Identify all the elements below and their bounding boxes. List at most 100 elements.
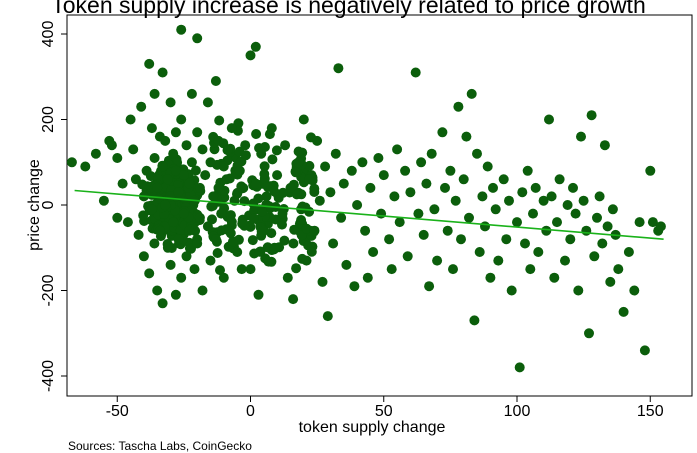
data-point [240, 140, 251, 151]
data-point [389, 191, 400, 202]
data-point [186, 157, 197, 168]
data-point [157, 67, 168, 78]
y-tick-label: 400 [40, 21, 57, 48]
data-point [213, 182, 224, 193]
x-axis-title: token supply change [299, 419, 446, 436]
data-point [200, 170, 211, 181]
data-point [538, 195, 549, 206]
data-point [184, 225, 195, 236]
data-point [271, 145, 282, 156]
points-layer [66, 24, 666, 373]
data-point [157, 161, 168, 172]
data-point [402, 251, 413, 262]
data-point [117, 178, 128, 189]
data-point [317, 276, 328, 287]
data-point [178, 170, 189, 181]
data-point [282, 272, 293, 283]
data-point [173, 234, 184, 245]
x-tick-label: -50 [106, 403, 129, 420]
data-point [304, 174, 315, 185]
data-point [128, 144, 139, 155]
data-point [248, 213, 259, 224]
data-point [341, 259, 352, 270]
data-point [176, 24, 187, 35]
data-point [490, 204, 501, 215]
data-point [249, 205, 260, 216]
data-point [232, 187, 243, 198]
data-point [213, 135, 224, 146]
data-point [312, 135, 323, 146]
data-point [349, 281, 360, 292]
x-ticks: -50 0 50 100 150 [106, 396, 664, 420]
data-point [362, 272, 373, 283]
data-point [448, 264, 458, 275]
data-point [517, 187, 528, 198]
data-point [645, 165, 656, 176]
data-point [266, 228, 277, 239]
data-point [106, 140, 117, 151]
data-point [581, 225, 592, 236]
data-point [245, 50, 256, 61]
data-point [424, 281, 435, 292]
x-tick-label: 50 [375, 403, 393, 420]
data-point [458, 174, 469, 185]
data-point [501, 234, 512, 245]
data-point [554, 174, 565, 185]
data-point [197, 285, 208, 296]
data-point [309, 187, 320, 197]
data-point [477, 191, 488, 202]
data-point [254, 246, 265, 257]
data-point [565, 234, 576, 245]
data-point [365, 182, 376, 193]
data-point [125, 114, 136, 125]
data-point [261, 191, 272, 202]
data-point [549, 272, 560, 283]
data-point [599, 140, 610, 151]
data-point [418, 229, 429, 240]
data-point [639, 345, 650, 356]
data-point [237, 217, 248, 228]
data-point [194, 182, 205, 193]
data-point [330, 148, 341, 159]
data-point [384, 234, 395, 245]
data-point [221, 174, 232, 185]
data-point [594, 191, 605, 202]
data-point [253, 289, 264, 300]
data-point [269, 186, 280, 197]
data-point [528, 208, 538, 219]
data-point [445, 165, 456, 176]
data-point [346, 165, 357, 176]
data-point [360, 225, 371, 236]
data-point [144, 58, 155, 69]
data-point [592, 212, 602, 223]
data-point [160, 200, 171, 210]
data-point [202, 221, 213, 232]
data-point [514, 362, 525, 373]
data-point [227, 236, 238, 247]
data-point [493, 255, 504, 266]
data-point [176, 114, 187, 125]
data-point [333, 63, 344, 74]
data-point [469, 315, 480, 326]
data-point [562, 200, 573, 210]
data-point [216, 208, 227, 219]
data-point [472, 148, 482, 159]
data-point [181, 140, 192, 151]
data-point [520, 238, 530, 249]
data-point [426, 148, 437, 159]
data-point [634, 217, 645, 228]
data-point [138, 210, 149, 221]
data-point [291, 263, 302, 274]
data-point [623, 247, 634, 257]
data-point [322, 311, 333, 322]
y-tick-label: 200 [40, 106, 57, 133]
data-point [290, 167, 301, 178]
data-point [146, 123, 157, 134]
data-point [440, 182, 450, 193]
data-point [560, 255, 570, 266]
data-point [136, 101, 147, 112]
data-point [152, 182, 163, 193]
data-point [149, 153, 160, 163]
data-point [176, 272, 187, 283]
